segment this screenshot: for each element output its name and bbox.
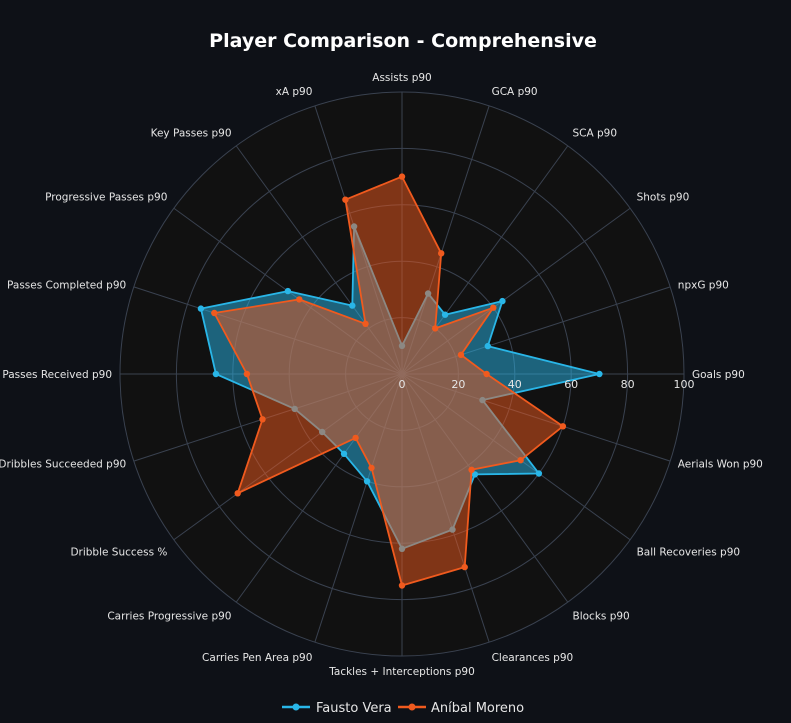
- radial-tick-label: 0: [399, 378, 406, 391]
- legend: Fausto Vera Aníbal Moreno: [282, 701, 524, 716]
- data-point[interactable]: [398, 582, 406, 589]
- axis-label: Goals p90: [692, 369, 745, 381]
- data-point[interactable]: [461, 563, 468, 571]
- radial-tick-label: 80: [621, 378, 635, 391]
- axis-label: Assists p90: [372, 72, 431, 84]
- axis-label: Dribbles Succeeded p90: [0, 459, 126, 471]
- axis-label: npxG p90: [678, 279, 729, 291]
- data-point[interactable]: [284, 287, 292, 295]
- data-point[interactable]: [483, 370, 490, 378]
- legend-swatch-marker: [408, 703, 416, 711]
- chart-title: Player Comparison - Comprehensive: [209, 30, 597, 52]
- legend-item-series-1[interactable]: Fausto Vera: [282, 701, 392, 716]
- data-point[interactable]: [490, 304, 497, 311]
- axis-label: Progressive Passes p90: [45, 192, 167, 204]
- data-point[interactable]: [340, 450, 348, 457]
- axis-label: Passes Received p90: [2, 369, 112, 381]
- data-point[interactable]: [362, 320, 369, 327]
- data-point[interactable]: [197, 305, 205, 312]
- radial-tick-label: 20: [451, 378, 465, 391]
- axis-label: Passes Completed p90: [7, 279, 126, 291]
- data-point[interactable]: [457, 351, 465, 358]
- data-point[interactable]: [517, 457, 524, 464]
- data-point[interactable]: [234, 490, 241, 497]
- data-point[interactable]: [243, 370, 251, 378]
- data-point[interactable]: [432, 325, 439, 332]
- legend-item-series-2[interactable]: Aníbal Moreno: [398, 701, 524, 716]
- axis-label: Ball Recoveries p90: [637, 547, 741, 559]
- data-point[interactable]: [352, 434, 359, 442]
- axis-label: Shots p90: [637, 192, 690, 204]
- data-point[interactable]: [342, 196, 349, 203]
- series-layer: [197, 173, 603, 589]
- radial-tick-label: 100: [674, 378, 695, 391]
- data-point[interactable]: [535, 470, 543, 477]
- data-point[interactable]: [441, 311, 449, 318]
- axis-label: Dribble Success %: [70, 547, 167, 559]
- axis-label: Carries Progressive p90: [107, 611, 231, 623]
- legend-swatch-marker: [292, 703, 300, 711]
- radial-tick-label: 60: [564, 378, 578, 391]
- data-point[interactable]: [211, 309, 218, 317]
- axis-label: Key Passes p90: [151, 127, 232, 139]
- data-point[interactable]: [499, 297, 506, 305]
- axis-label: SCA p90: [573, 127, 618, 139]
- data-point[interactable]: [363, 478, 371, 485]
- data-point[interactable]: [212, 370, 220, 378]
- data-point[interactable]: [349, 302, 356, 309]
- legend-label: Aníbal Moreno: [431, 701, 524, 716]
- data-point[interactable]: [484, 342, 491, 350]
- axis-label: GCA p90: [492, 86, 538, 98]
- data-point[interactable]: [596, 370, 603, 378]
- axis-label: Blocks p90: [573, 611, 630, 623]
- data-point[interactable]: [468, 466, 475, 473]
- data-point[interactable]: [296, 296, 303, 303]
- radial-ticks: 0 20 40 60 80 100: [399, 378, 695, 391]
- legend-label: Fausto Vera: [316, 701, 392, 716]
- axis-label: Tackles + Interceptions p90: [328, 666, 475, 678]
- axis-label: Carries Pen Area p90: [202, 652, 312, 664]
- data-point[interactable]: [438, 250, 445, 257]
- data-point[interactable]: [471, 471, 479, 478]
- data-point[interactable]: [398, 173, 406, 180]
- data-point[interactable]: [559, 423, 567, 430]
- data-point[interactable]: [368, 464, 375, 472]
- series-2[interactable]: [211, 173, 567, 589]
- radial-tick-label: 40: [508, 378, 522, 391]
- axis-label: Clearances p90: [492, 652, 574, 664]
- axis-labels: Assists p90 GCA p90 SCA p90 Shots p90 npxG p…: [0, 72, 763, 678]
- axis-label: xA p90: [276, 86, 313, 98]
- data-point[interactable]: [259, 416, 266, 423]
- axis-label: Aerials Won p90: [678, 459, 763, 471]
